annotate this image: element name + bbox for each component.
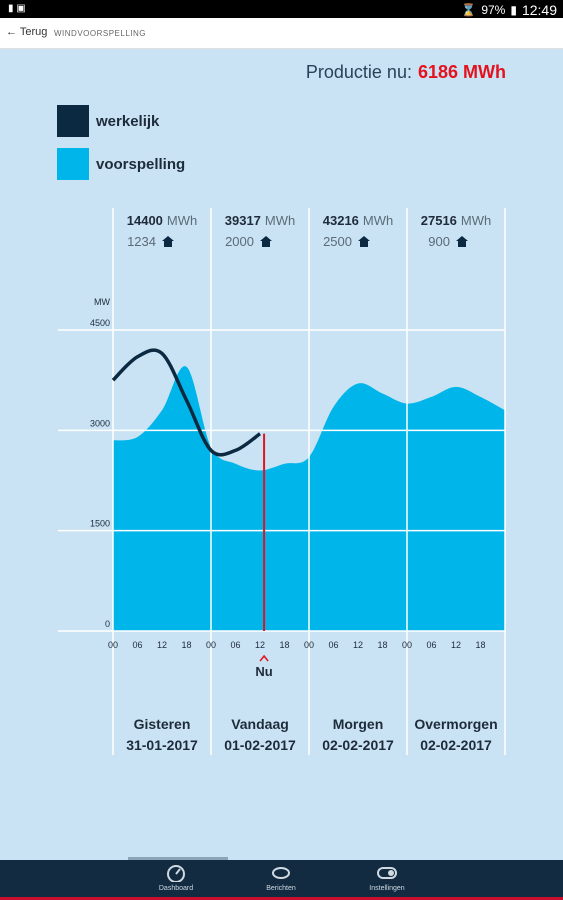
day-date: 31-01-2017 xyxy=(126,737,198,753)
now-caret-icon xyxy=(259,654,269,662)
status-bar: ▮ ▣ ⌛ 97% ▮ 12:49 xyxy=(0,0,563,18)
legend-label-forecast: voorspelling xyxy=(96,156,186,173)
battery-icon: ▮ xyxy=(510,3,517,17)
day-date: 02-02-2017 xyxy=(322,737,394,753)
house-icon xyxy=(162,236,174,247)
day-energy-unit: MWh xyxy=(265,213,295,228)
x-tick-label: 00 xyxy=(304,640,314,650)
day-energy-value: 14400 xyxy=(127,213,163,228)
y-tick-label: 3000 xyxy=(90,418,110,428)
x-tick-label: 18 xyxy=(377,640,387,650)
day-energy-value: 27516 xyxy=(421,213,457,228)
x-tick-label: 00 xyxy=(108,640,118,650)
day-energy: 14400 MWh xyxy=(127,213,198,228)
production-now: Productie nu: 6186 MWh xyxy=(306,62,506,83)
nav-instellingen-label: Instellingen xyxy=(369,885,405,892)
day-energy-value: 39317 xyxy=(225,213,261,228)
toggle-icon xyxy=(377,867,397,879)
day-date: 01-02-2017 xyxy=(224,737,296,753)
house-icon xyxy=(260,236,272,247)
day-energy: 27516 MWh xyxy=(421,213,492,228)
y-tick-label: 4500 xyxy=(90,318,110,328)
x-tick-label: 18 xyxy=(279,640,289,650)
legend-swatch-actual xyxy=(57,105,89,137)
app-bar: ← Terug Windvoorspelling xyxy=(0,18,563,49)
y-tick-label: 0 xyxy=(105,619,110,629)
nav-instellingen[interactable]: Instellingen xyxy=(352,864,422,892)
day-energy-unit: MWh xyxy=(363,213,393,228)
gauge-icon xyxy=(167,865,185,882)
day-houses-count: 1234 xyxy=(127,234,156,249)
house-icon xyxy=(358,236,370,247)
wifi-icon: ⌛ xyxy=(461,3,477,17)
x-tick-label: 00 xyxy=(206,640,216,650)
x-tick-label: 00 xyxy=(402,640,412,650)
notification-icons: ▮ ▣ xyxy=(8,3,26,14)
production-value: 6186 MWh xyxy=(417,62,506,82)
y-axis-label: MW xyxy=(94,297,110,307)
day-energy-value: 43216 xyxy=(323,213,359,228)
nav-berichten[interactable]: Berichten xyxy=(246,864,316,892)
bottom-accent-line xyxy=(0,897,563,900)
x-tick-label: 12 xyxy=(255,640,265,650)
nav-dashboard[interactable]: Dashboard xyxy=(141,864,211,892)
day-houses-count: 2500 xyxy=(323,234,352,249)
x-tick-label: 06 xyxy=(132,640,142,650)
now-label: Nu xyxy=(255,664,272,679)
y-tick-label: 1500 xyxy=(90,519,110,529)
day-energy-unit: MWh xyxy=(167,213,197,228)
back-label: Terug xyxy=(19,26,48,38)
nav-berichten-label: Berichten xyxy=(266,885,296,892)
day-name: Vandaag xyxy=(231,716,289,732)
nav-dashboard-label: Dashboard xyxy=(158,885,194,892)
x-tick-label: 18 xyxy=(181,640,191,650)
arrow-left-icon: ← xyxy=(6,26,17,38)
production-label: Productie nu: xyxy=(305,62,412,82)
day-houses-count: 2000 xyxy=(225,234,254,249)
day-energy: 39317 MWh xyxy=(225,213,296,228)
day-energy-unit: MWh xyxy=(461,213,491,228)
battery-percent: 97% xyxy=(481,3,506,17)
message-icon xyxy=(272,867,290,879)
house-icon xyxy=(456,236,468,247)
x-tick-label: 06 xyxy=(328,640,338,650)
day-name: Overmorgen xyxy=(414,716,497,732)
legend-label-actual: werkelijk xyxy=(96,113,160,130)
x-tick-label: 12 xyxy=(353,640,363,650)
legend-swatch-forecast xyxy=(57,148,89,180)
x-tick-label: 12 xyxy=(451,640,461,650)
x-tick-label: 06 xyxy=(426,640,436,650)
day-name: Gisteren xyxy=(134,716,191,732)
x-tick-label: 06 xyxy=(230,640,240,650)
x-tick-label: 18 xyxy=(475,640,485,650)
x-tick-label: 12 xyxy=(157,640,167,650)
day-date: 02-02-2017 xyxy=(420,737,492,753)
clock: 12:49 xyxy=(521,2,557,18)
day-name: Morgen xyxy=(333,716,384,732)
page-title: Windvoorspelling xyxy=(54,29,147,38)
actual-line xyxy=(111,348,262,457)
active-tab-indicator xyxy=(128,857,228,860)
back-button[interactable]: ← Terug xyxy=(6,26,47,38)
day-houses-count: 900 xyxy=(428,234,450,249)
day-energy: 43216 MWh xyxy=(323,213,394,228)
bottom-nav: Dashboard Berichten Instellingen xyxy=(0,860,563,900)
